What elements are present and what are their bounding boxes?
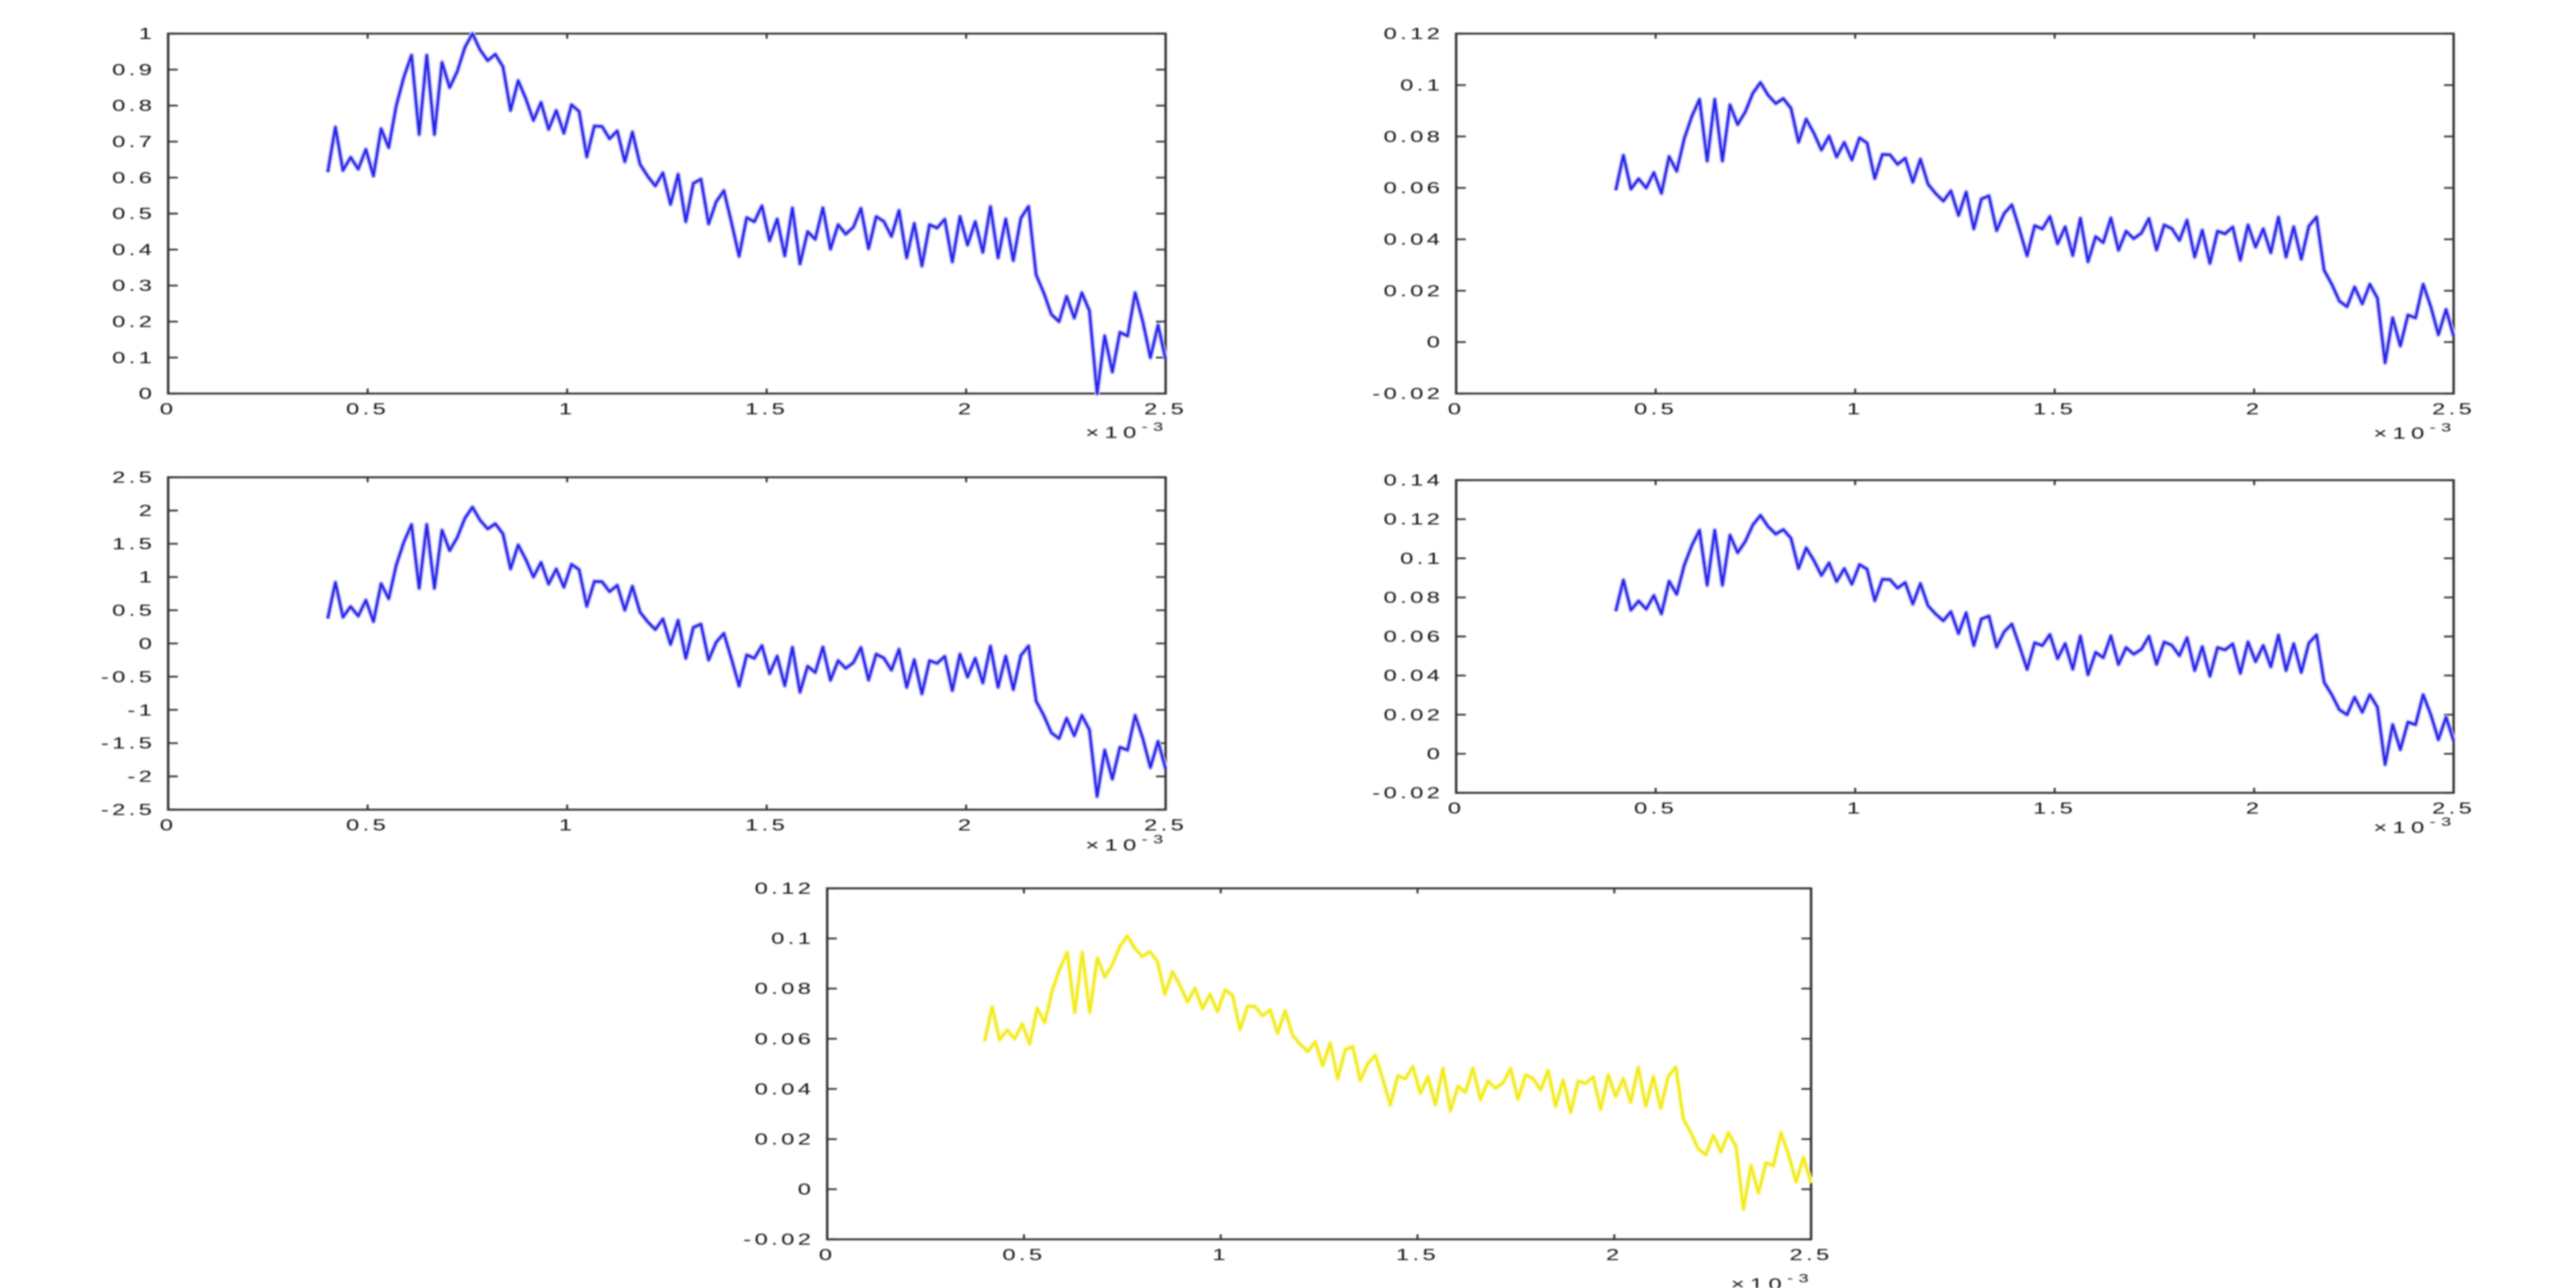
svg-text:2: 2 [1606, 1246, 1622, 1263]
svg-text:0.6: 0.6 [112, 169, 155, 186]
svg-text:2: 2 [958, 400, 975, 417]
svg-text:0.02: 0.02 [755, 1131, 814, 1148]
svg-text:1.5: 1.5 [1396, 1246, 1439, 1263]
svg-text:0.5: 0.5 [1634, 799, 1677, 816]
svg-text:-0.02: -0.02 [1372, 784, 1443, 801]
svg-text:0.5: 0.5 [112, 602, 155, 619]
svg-text:2: 2 [2246, 799, 2263, 816]
svg-text:0.02: 0.02 [1384, 282, 1443, 299]
svg-text:0.5: 0.5 [112, 205, 155, 222]
svg-text:0.5: 0.5 [1634, 400, 1677, 417]
svg-text:0: 0 [160, 400, 176, 417]
svg-text:×10-3: ×10-3 [1731, 1271, 1814, 1288]
svg-text:0.04: 0.04 [1384, 667, 1443, 684]
svg-text:0.8: 0.8 [112, 97, 155, 114]
svg-text:0.12: 0.12 [1384, 511, 1443, 528]
svg-text:2: 2 [958, 816, 975, 834]
svg-text:1: 1 [139, 568, 155, 585]
svg-text:0.1: 0.1 [1400, 77, 1443, 94]
svg-text:1.5: 1.5 [745, 400, 788, 417]
svg-text:-0.02: -0.02 [743, 1231, 814, 1248]
svg-text:0.1: 0.1 [1400, 550, 1443, 567]
svg-text:2: 2 [2246, 400, 2263, 417]
svg-text:0: 0 [1448, 400, 1464, 417]
svg-text:0.04: 0.04 [755, 1080, 814, 1098]
svg-text:2.5: 2.5 [1144, 400, 1187, 417]
svg-text:2.5: 2.5 [112, 469, 155, 486]
svg-text:0: 0 [1427, 333, 1443, 351]
svg-text:2.5: 2.5 [1790, 1246, 1833, 1263]
svg-text:1: 1 [1847, 400, 1863, 417]
svg-text:1.5: 1.5 [745, 816, 788, 834]
svg-text:0: 0 [819, 1246, 835, 1263]
svg-text:0.1: 0.1 [771, 930, 814, 947]
svg-text:0.4: 0.4 [112, 241, 155, 258]
svg-text:1: 1 [139, 25, 155, 42]
svg-text:1: 1 [559, 816, 575, 834]
svg-text:0.06: 0.06 [1384, 628, 1443, 645]
svg-text:0.12: 0.12 [1384, 25, 1443, 42]
svg-text:-2.5: -2.5 [101, 801, 155, 818]
svg-text:0: 0 [1448, 799, 1464, 816]
svg-text:-1: -1 [127, 701, 155, 718]
svg-text:0.12: 0.12 [755, 879, 814, 897]
svg-text:0: 0 [139, 635, 155, 652]
svg-text:0.5: 0.5 [1002, 1246, 1045, 1263]
svg-text:-2: -2 [127, 768, 155, 785]
svg-text:1.5: 1.5 [2033, 400, 2076, 417]
svg-text:2: 2 [139, 502, 155, 519]
svg-text:0: 0 [1427, 745, 1443, 762]
svg-text:0.1: 0.1 [112, 349, 155, 366]
svg-text:1.5: 1.5 [112, 535, 155, 552]
svg-text:2.5: 2.5 [2432, 799, 2475, 816]
svg-text:0.08: 0.08 [1384, 589, 1443, 606]
svg-text:-0.02: -0.02 [1372, 385, 1443, 402]
svg-text:0: 0 [160, 816, 176, 834]
svg-text:0.2: 0.2 [112, 313, 155, 330]
svg-text:0.3: 0.3 [112, 277, 155, 294]
svg-text:0.08: 0.08 [755, 980, 814, 997]
svg-text:0: 0 [798, 1181, 814, 1198]
svg-text:1: 1 [1847, 799, 1863, 816]
svg-text:0.5: 0.5 [346, 816, 389, 834]
svg-text:0.06: 0.06 [755, 1030, 814, 1048]
svg-text:2.5: 2.5 [1144, 816, 1187, 834]
svg-text:0.14: 0.14 [1384, 472, 1443, 489]
svg-text:0.5: 0.5 [346, 400, 389, 417]
svg-text:-0.5: -0.5 [101, 668, 155, 686]
svg-text:0.9: 0.9 [112, 61, 155, 78]
svg-text:0: 0 [139, 385, 155, 402]
svg-text:0.04: 0.04 [1384, 230, 1443, 248]
svg-text:0.7: 0.7 [112, 133, 155, 150]
svg-text:2.5: 2.5 [2432, 400, 2475, 417]
svg-text:0.06: 0.06 [1384, 180, 1443, 197]
svg-text:0.02: 0.02 [1384, 706, 1443, 723]
svg-text:0.08: 0.08 [1384, 128, 1443, 145]
svg-text:-1.5: -1.5 [101, 735, 155, 752]
svg-text:1: 1 [1212, 1246, 1229, 1263]
svg-text:1.5: 1.5 [2033, 799, 2076, 816]
svg-text:1: 1 [559, 400, 575, 417]
